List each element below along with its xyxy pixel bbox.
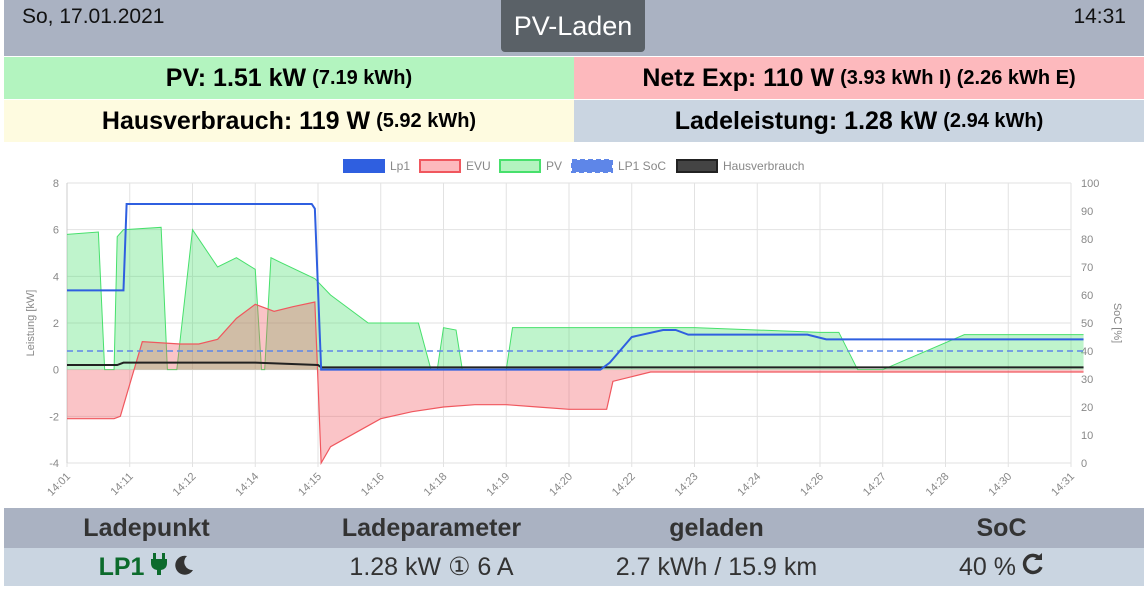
table-row[interactable]: LP1 1.28 kW ① 6 A 2.7 kWh / 15.9 km 40 % bbox=[4, 548, 1144, 586]
x-tick-label: 14:19 bbox=[484, 471, 512, 499]
chargepoint-name[interactable]: LP1 bbox=[98, 552, 145, 581]
x-tick-label: 14:12 bbox=[171, 471, 199, 499]
header-soc: SoC bbox=[976, 513, 1027, 542]
evu-area bbox=[67, 302, 1084, 463]
legend-swatch bbox=[343, 159, 385, 173]
x-tick-label: 14:31 bbox=[1049, 471, 1077, 499]
chargepoint-cell[interactable]: LP1 bbox=[4, 548, 289, 586]
house-energy: (5.92 kWh) bbox=[376, 109, 477, 132]
legend-label: LP1 SoC bbox=[618, 159, 666, 173]
x-tick-label: 14:30 bbox=[986, 471, 1014, 499]
evu-line bbox=[67, 301, 1084, 466]
legend-label: Lp1 bbox=[390, 159, 410, 173]
x-tick-label: 14:26 bbox=[798, 471, 826, 499]
house-power: Hausverbrauch: 119 W bbox=[101, 106, 371, 135]
y2-axis-label: SoC [%] bbox=[1111, 303, 1123, 343]
y-tick-label: 6 bbox=[53, 225, 59, 237]
charged-amount: 2.7 kWh / 15.9 km bbox=[615, 552, 818, 581]
x-tick-label: 14:01 bbox=[45, 471, 73, 499]
legend-swatch bbox=[571, 159, 613, 173]
y2-tick-label: 10 bbox=[1081, 430, 1093, 442]
y-tick-label: -4 bbox=[49, 458, 59, 470]
y2-tick-label: 30 bbox=[1081, 374, 1093, 386]
moon-icon[interactable] bbox=[174, 553, 194, 582]
lp1-line bbox=[67, 203, 1084, 371]
legend-swatch bbox=[419, 159, 461, 173]
x-tick-label: 14:14 bbox=[233, 471, 261, 499]
x-tick-label: 14:22 bbox=[610, 471, 638, 499]
y2-tick-label: 60 bbox=[1081, 290, 1093, 302]
y-axis-label: Leistung [kW] bbox=[25, 290, 37, 357]
y2-tick-label: 80 bbox=[1081, 234, 1093, 246]
x-tick-label: 14:24 bbox=[735, 471, 763, 499]
x-tick-label: 14:11 bbox=[108, 471, 135, 498]
charge-summary: Ladeleistung: 1.28 kW (2.94 kWh) bbox=[574, 100, 1144, 142]
time-display: 14:31 bbox=[1073, 5, 1126, 28]
page-title-button[interactable]: PV-Laden bbox=[501, 0, 645, 52]
top-bar: So, 17.01.2021 PV-Laden 14:31 bbox=[4, 0, 1144, 56]
y2-tick-label: 40 bbox=[1081, 346, 1093, 358]
house-summary: Hausverbrauch: 119 W (5.92 kWh) bbox=[4, 100, 574, 142]
soc-value: 40 % bbox=[959, 552, 1016, 581]
charge-parameters[interactable]: 1.28 kW ① 6 A bbox=[349, 553, 514, 581]
y-tick-label: 4 bbox=[53, 271, 59, 283]
x-tick-label: 14:23 bbox=[673, 471, 701, 499]
legend-swatch bbox=[676, 159, 718, 173]
pv-summary: PV: 1.51 kW (7.19 kWh) bbox=[4, 57, 574, 99]
grid-summary: Netz Exp: 110 W (3.93 kWh I) (2.26 kWh E… bbox=[574, 57, 1144, 99]
chargepoint-table-header: Ladepunkt Ladeparameter geladen SoC bbox=[4, 508, 1144, 548]
legend-label: PV bbox=[546, 159, 562, 173]
refresh-icon[interactable] bbox=[1022, 552, 1044, 582]
header-ladeparameter: Ladeparameter bbox=[341, 513, 522, 542]
y2-tick-label: 70 bbox=[1081, 262, 1093, 274]
x-tick-label: 14:16 bbox=[359, 471, 387, 499]
power-chart: 8 6 4 2 0 -2 -4 100 90 80 70 60 50 40 30 20 10 0 14:01 14:1… bbox=[4, 150, 1144, 505]
header-ladepunkt: Ladepunkt bbox=[83, 513, 210, 542]
y2-tick-label: 20 bbox=[1081, 402, 1093, 414]
x-tick-label: 14:27 bbox=[861, 471, 889, 499]
pv-area bbox=[67, 227, 1084, 370]
x-tick-label: 14:15 bbox=[296, 471, 324, 499]
pv-energy: (7.19 kWh) bbox=[312, 66, 413, 89]
y-tick-label: 0 bbox=[53, 365, 59, 377]
y2-tick-label: 100 bbox=[1081, 178, 1099, 190]
x-tick-label: 14:20 bbox=[547, 471, 575, 499]
y-tick-label: 2 bbox=[53, 318, 59, 330]
charge-energy: (2.94 kWh) bbox=[943, 109, 1044, 132]
legend-label: Hausverbrauch bbox=[723, 159, 804, 173]
y2-tick-label: 0 bbox=[1081, 458, 1087, 470]
plug-icon bbox=[150, 552, 168, 582]
y-tick-label: -2 bbox=[49, 411, 59, 423]
date-display: So, 17.01.2021 bbox=[22, 5, 165, 28]
legend-swatch bbox=[499, 159, 541, 173]
grid-energy: (3.93 kWh I) (2.26 kWh E) bbox=[840, 66, 1076, 89]
grid-power: Netz Exp: 110 W bbox=[642, 63, 835, 92]
x-tick-label: 14:28 bbox=[924, 471, 952, 499]
y-tick-label: 8 bbox=[53, 178, 59, 190]
soc-cell: 40 % bbox=[859, 548, 1144, 586]
legend-label: EVU bbox=[466, 159, 491, 173]
y2-tick-label: 50 bbox=[1081, 318, 1093, 330]
charge-power: Ladeleistung: 1.28 kW bbox=[674, 106, 938, 135]
y2-tick-label: 90 bbox=[1081, 206, 1093, 218]
header-geladen: geladen bbox=[669, 513, 764, 542]
pv-line bbox=[66, 226, 1084, 371]
pv-power: PV: 1.51 kW bbox=[165, 63, 307, 92]
x-tick-label: 14:18 bbox=[422, 471, 450, 499]
